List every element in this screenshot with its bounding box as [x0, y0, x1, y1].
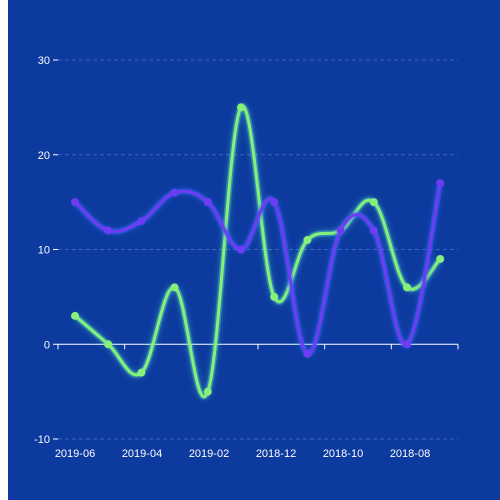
series-1-point: [369, 226, 378, 235]
series-0-line: [74, 104, 442, 398]
series-0-point: [71, 311, 79, 320]
series-0-point: [137, 368, 146, 377]
grid-lines: [58, 59, 458, 440]
x-tick-label: 2018-12: [256, 448, 296, 460]
series-1-point: [203, 198, 212, 207]
x-tick-label: 2018-08: [390, 448, 430, 460]
x-tick-label: 2019-06: [55, 448, 95, 460]
series-0-point: [104, 340, 113, 349]
series-0-point: [403, 283, 411, 292]
series-1-line: [73, 182, 442, 356]
data-points: [71, 103, 445, 396]
y-tick-label: -10: [34, 434, 50, 446]
y-tick-label: 0: [44, 339, 50, 351]
x-tick-label: 2018-10: [323, 448, 363, 460]
series-0-point: [237, 103, 245, 112]
y-tick-label: 10: [38, 245, 50, 257]
tick-labels: -10 0 10 20 30 2019-06 2019-04 2019-02 2018-12 20…: [34, 55, 430, 460]
series-1-point: [71, 198, 79, 207]
series-0-point: [436, 254, 445, 263]
series-0-point: [270, 292, 279, 301]
series-0-glow: [73, 103, 443, 400]
series-lines: [72, 103, 444, 400]
series-0-point: [170, 283, 179, 292]
series-1-point: [403, 340, 411, 349]
series-1-point: [170, 188, 179, 197]
x-tick-label: 2019-02: [189, 448, 229, 460]
series-1-point: [436, 179, 445, 188]
series-1-point: [270, 198, 279, 207]
x-tick-label: 2019-04: [122, 448, 162, 460]
series-0-point: [303, 236, 312, 245]
series-1-point: [137, 217, 146, 226]
series-1-point: [303, 349, 312, 358]
series-1-point: [336, 226, 345, 235]
series-0-point: [369, 198, 378, 207]
y-tick-label: 30: [38, 55, 50, 67]
series-1-point: [104, 226, 113, 235]
y-tick-label: 20: [38, 150, 50, 162]
series-0-point: [203, 387, 212, 396]
series-1-point: [237, 245, 245, 254]
